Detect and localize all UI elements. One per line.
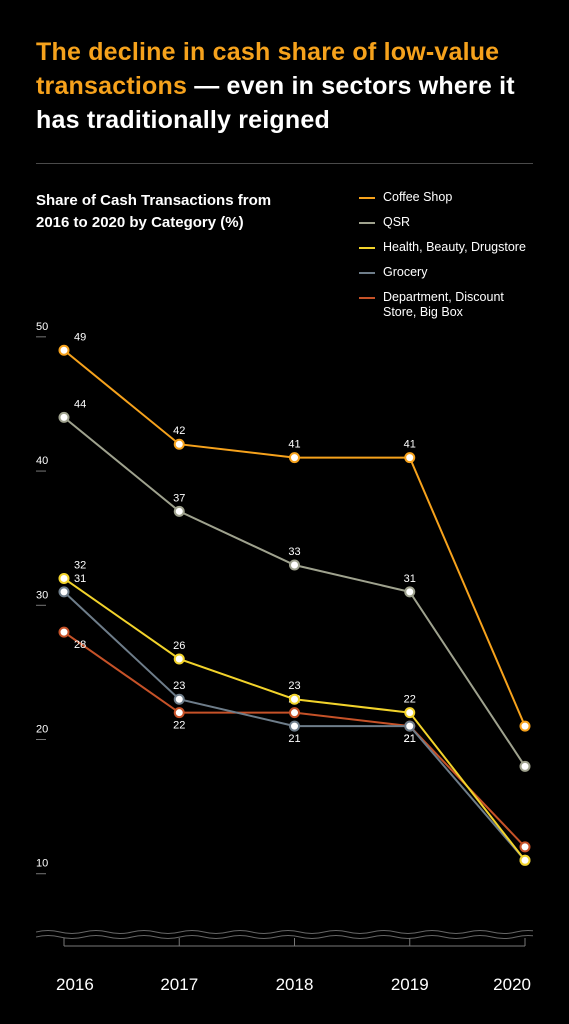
svg-text:21: 21 (404, 733, 416, 745)
title-divider (36, 163, 533, 164)
svg-text:30: 30 (36, 589, 48, 601)
chart-title: The decline in cash share of low-value t… (36, 36, 533, 137)
svg-text:42: 42 (173, 425, 185, 437)
svg-text:22: 22 (404, 694, 416, 706)
svg-text:2017: 2017 (160, 975, 198, 994)
svg-text:32: 32 (74, 559, 86, 571)
chart-subtitle: Share of Cash Transactions from 2016 to … (36, 190, 286, 234)
svg-text:37: 37 (173, 492, 185, 504)
svg-text:31: 31 (404, 573, 416, 585)
line-chart-svg: 1020304050282222211231232121113226232244… (36, 300, 533, 1004)
legend-label: Coffee Shop (383, 190, 452, 205)
svg-text:22: 22 (173, 720, 185, 732)
svg-text:41: 41 (404, 439, 416, 451)
svg-text:49: 49 (74, 331, 86, 343)
svg-text:31: 31 (74, 573, 86, 585)
svg-text:33: 33 (288, 546, 300, 558)
legend-item: Coffee Shop (359, 190, 533, 205)
svg-text:50: 50 (36, 321, 48, 333)
svg-text:21: 21 (288, 733, 300, 745)
svg-text:23: 23 (288, 680, 300, 692)
legend-label: Grocery (383, 265, 427, 280)
svg-text:26: 26 (173, 640, 185, 652)
legend-item: Grocery (359, 265, 533, 280)
legend-swatch (359, 297, 375, 299)
legend-swatch (359, 197, 375, 199)
legend-swatch (359, 222, 375, 224)
legend-label: Health, Beauty, Drugstore (383, 240, 526, 255)
svg-text:44: 44 (74, 398, 86, 410)
legend-item: Health, Beauty, Drugstore (359, 240, 533, 255)
legend-swatch (359, 247, 375, 249)
legend-swatch (359, 272, 375, 274)
svg-text:28: 28 (74, 639, 86, 651)
legend-label: QSR (383, 215, 410, 230)
svg-text:10: 10 (36, 858, 48, 870)
svg-text:2019: 2019 (391, 975, 429, 994)
legend-item: QSR (359, 215, 533, 230)
svg-text:2018: 2018 (276, 975, 314, 994)
svg-text:41: 41 (288, 439, 300, 451)
svg-text:23: 23 (173, 680, 185, 692)
svg-text:2016: 2016 (56, 975, 94, 994)
svg-text:2020: 2020 (493, 975, 531, 994)
svg-text:20: 20 (36, 724, 48, 736)
svg-text:40: 40 (36, 455, 48, 467)
chart-area: 1020304050282222211231232121113226232244… (36, 300, 533, 1004)
